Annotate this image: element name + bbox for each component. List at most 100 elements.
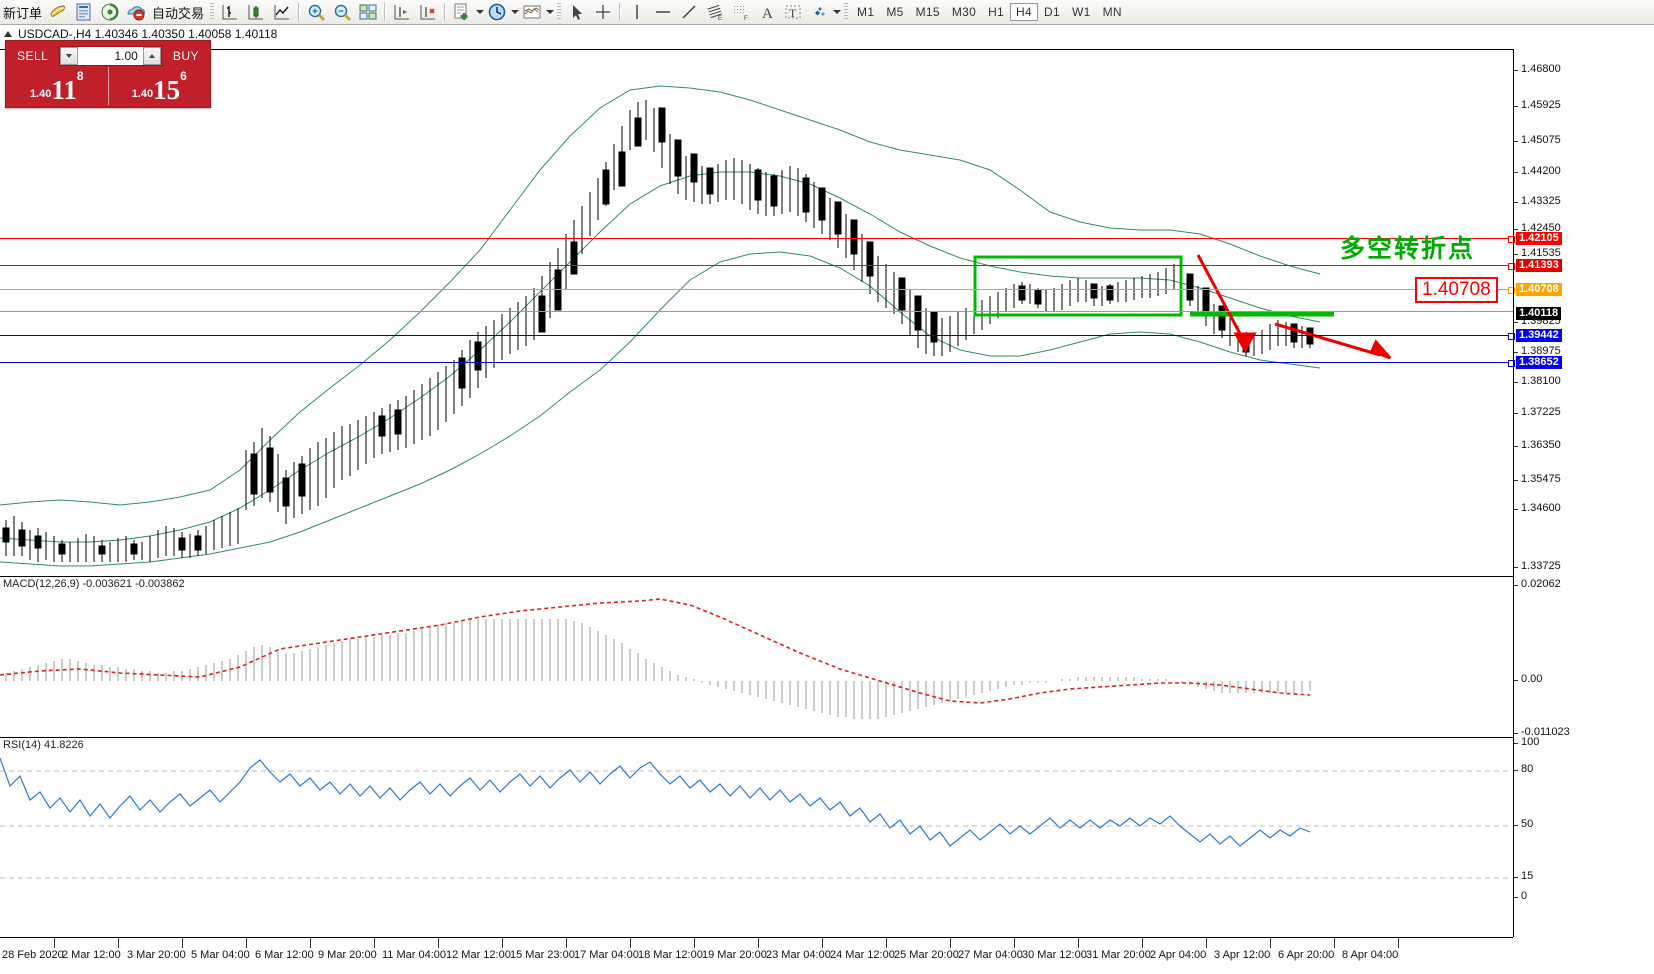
- chart-shift-icon[interactable]: [389, 1, 415, 23]
- macd-histogram: [5, 619, 1311, 719]
- text-label-icon[interactable]: A: [754, 1, 780, 23]
- level-anchor-1-38652[interactable]: [1508, 360, 1515, 367]
- new-indicator-icon[interactable]: [449, 1, 475, 23]
- rsi-pane[interactable]: RSI(14) 41.8226: [0, 737, 1513, 938]
- timeframe-m15[interactable]: M15: [915, 5, 940, 19]
- svg-text:F: F: [744, 16, 748, 22]
- time-label: 2 Mar 12:00: [62, 949, 121, 961]
- sell-button[interactable]: SELL: [17, 48, 49, 63]
- level-label-1-40708[interactable]: 1.40708: [1516, 283, 1562, 296]
- price-plot: [0, 85, 1392, 567]
- one-click-trading-panel[interactable]: SELL 1.00 BUY 1.40 11 8 1.40 15 6: [5, 40, 211, 108]
- price-callout-box[interactable]: 1.40708: [1415, 277, 1498, 303]
- time-label: 2 Apr 04:00: [1150, 949, 1207, 961]
- zoom-in-icon[interactable]: [303, 1, 329, 23]
- auto-trading-button[interactable]: 自动交易: [152, 5, 205, 21]
- level-label-1-41393[interactable]: 1.41393: [1516, 259, 1562, 272]
- tile-windows-icon[interactable]: [355, 1, 381, 23]
- chevron-down-icon[interactable]: [833, 10, 842, 14]
- templates-icon[interactable]: [519, 1, 545, 23]
- volume-increment-button[interactable]: [142, 46, 161, 65]
- timeframe-h4[interactable]: H4: [1010, 3, 1038, 21]
- zoom-out-icon[interactable]: [329, 1, 355, 23]
- time-label: 18 Mar 12:00: [638, 949, 703, 961]
- market-watch-icon[interactable]: [71, 1, 97, 23]
- symbol-ohlc-text: USDCAD-,H4 1.40346 1.40350 1.40058 1.401…: [18, 27, 278, 41]
- toolbar-grip[interactable]: [844, 3, 849, 21]
- timeframe-h1[interactable]: H1: [988, 5, 1005, 19]
- volume-value[interactable]: 1.00: [114, 48, 138, 63]
- auto-trading-icon[interactable]: [123, 1, 149, 23]
- sell-price-sup: 8: [76, 69, 84, 83]
- consolidation-box: [973, 255, 1183, 317]
- line-chart-icon[interactable]: [269, 1, 295, 23]
- level-line-1-41393[interactable]: [0, 265, 1513, 266]
- chart-canvas[interactable]: USDCAD-,H4 1.40346 1.40350 1.40058 1.401…: [0, 25, 1654, 961]
- sell-price-display[interactable]: 1.40 11 8: [6, 67, 108, 105]
- chart-annotation-text[interactable]: 多空转折点: [1340, 236, 1476, 263]
- time-label: 17 Mar 04:00: [574, 949, 639, 961]
- bid-line: [0, 311, 1513, 312]
- time-label: 6 Mar 12:00: [255, 949, 314, 961]
- timeframe-mn[interactable]: MN: [1102, 5, 1122, 19]
- price-axis[interactable]: 1.46800 1.45925 1.45075 1.44200 1.43325 …: [1513, 49, 1654, 937]
- buy-button[interactable]: BUY: [172, 48, 199, 63]
- text-icon[interactable]: T: [780, 1, 806, 23]
- objects-icon[interactable]: [806, 1, 832, 23]
- vertical-line-icon[interactable]: [624, 1, 650, 23]
- level-label-1-39442[interactable]: 1.39442: [1516, 329, 1562, 342]
- new-order-button[interactable]: 新订单: [3, 5, 43, 21]
- level-line-1-39442[interactable]: [0, 335, 1513, 336]
- chevron-down-icon[interactable]: [546, 10, 555, 14]
- collapse-triangle-icon[interactable]: [4, 31, 12, 37]
- level-anchor-1-42105[interactable]: [1508, 236, 1515, 243]
- level-label-1-42105[interactable]: 1.42105: [1516, 232, 1562, 245]
- level-anchor-1-39442[interactable]: [1508, 333, 1515, 340]
- bid-price-label: 1.40118: [1516, 307, 1562, 320]
- toolbar-grip[interactable]: [210, 3, 215, 21]
- crosshair-icon[interactable]: [590, 1, 616, 23]
- horizontal-line-icon[interactable]: [650, 1, 676, 23]
- price-pane[interactable]: [0, 49, 1513, 574]
- level-anchor-1-40708[interactable]: [1508, 287, 1515, 294]
- buy-price-display[interactable]: 1.40 15 6: [107, 67, 211, 105]
- time-label: 19 Mar 20:00: [702, 949, 767, 961]
- level-line-1-38652[interactable]: [0, 362, 1513, 363]
- bar-chart-icon[interactable]: [217, 1, 243, 23]
- level-label-1-38652[interactable]: 1.38652: [1516, 356, 1562, 369]
- volume-decrement-button[interactable]: [60, 46, 79, 65]
- time-axis[interactable]: 28 Feb 2020 2 Mar 12:00 3 Mar 20:00 5 Ma…: [0, 937, 1513, 974]
- level-line-1-42105[interactable]: [0, 238, 1513, 239]
- navigator-icon[interactable]: [97, 1, 123, 23]
- time-label: 15 Mar 23:00: [510, 949, 575, 961]
- candlestick-chart-icon[interactable]: [243, 1, 269, 23]
- period-icon[interactable]: [484, 1, 510, 23]
- buy-price-prefix: 1.40: [131, 88, 154, 100]
- cursor-icon[interactable]: [564, 1, 590, 23]
- toolbar-grip[interactable]: [557, 3, 562, 21]
- fibonacci-f-icon[interactable]: F: [728, 1, 754, 23]
- level-anchor-1-41393[interactable]: [1508, 263, 1515, 270]
- chevron-down-icon[interactable]: [476, 10, 485, 14]
- time-label: 11 Mar 04:00: [382, 949, 447, 961]
- time-label: 12 Mar 12:00: [446, 949, 511, 961]
- macd-pane[interactable]: MACD(12,26,9) -0.003621 -0.003862: [0, 576, 1513, 735]
- toolbar-separator: [298, 3, 301, 21]
- rsi-line: [0, 757, 1311, 847]
- fibonacci-icon[interactable]: E: [702, 1, 728, 23]
- profile-icon[interactable]: [45, 1, 71, 23]
- timeframe-d1[interactable]: D1: [1044, 5, 1060, 19]
- timeframe-w1[interactable]: W1: [1071, 5, 1091, 19]
- timeframe-m1[interactable]: M1: [857, 5, 875, 19]
- buy-price-sup: 6: [180, 69, 187, 83]
- timeframe-m5[interactable]: M5: [886, 5, 904, 19]
- chevron-down-icon[interactable]: [511, 10, 520, 14]
- time-label: 3 Apr 12:00: [1214, 949, 1271, 961]
- level-line-1-40708[interactable]: [0, 289, 1513, 290]
- svg-text:A: A: [762, 6, 773, 22]
- trendline-icon[interactable]: [676, 1, 702, 23]
- timeframe-m30[interactable]: M30: [951, 5, 977, 19]
- auto-scroll-icon[interactable]: [415, 1, 441, 23]
- volume-stepper[interactable]: 1.00: [59, 45, 162, 66]
- macd-signal-line: [0, 598, 1311, 704]
